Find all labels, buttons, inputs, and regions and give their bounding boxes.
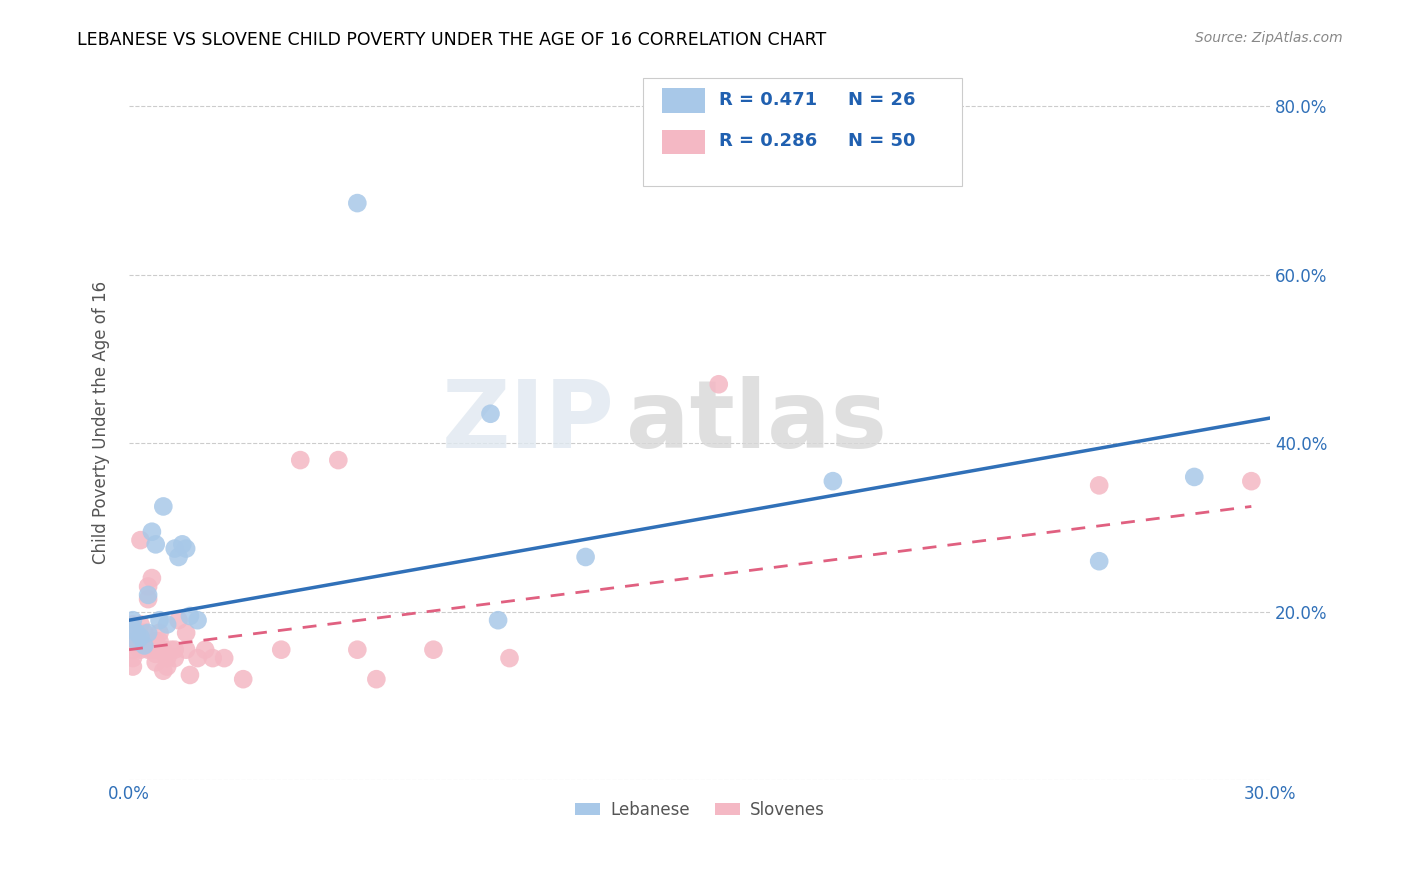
Point [194, 642, 217, 657]
Text: R = 0.286: R = 0.286 [718, 132, 817, 151]
Point [486, 613, 509, 627]
Point [122, 659, 145, 673]
FancyBboxPatch shape [643, 78, 962, 186]
Point [125, 625, 148, 640]
Point [821, 474, 844, 488]
Point [707, 377, 730, 392]
Point [290, 453, 312, 467]
Point [187, 613, 209, 627]
Text: ZIP: ZIP [441, 376, 614, 468]
Point [141, 571, 163, 585]
Y-axis label: Child Poverty Under the Age of 16: Child Poverty Under the Age of 16 [93, 281, 110, 564]
Point [145, 642, 167, 657]
Point [141, 642, 163, 657]
Point [122, 622, 145, 636]
Point [129, 533, 152, 548]
Point [136, 588, 159, 602]
Point [122, 642, 145, 657]
Point [136, 625, 159, 640]
Point [232, 672, 254, 686]
Point [134, 639, 156, 653]
Point [134, 634, 156, 648]
Point [148, 634, 170, 648]
Text: N = 50: N = 50 [848, 132, 915, 151]
Point [160, 642, 183, 657]
Point [156, 659, 179, 673]
Point [122, 617, 145, 632]
Point [172, 537, 194, 551]
Point [174, 625, 197, 640]
Point [167, 613, 190, 627]
FancyBboxPatch shape [662, 88, 706, 112]
Point [270, 642, 292, 657]
Point [1088, 554, 1111, 568]
Text: atlas: atlas [626, 376, 887, 468]
Point [163, 642, 186, 657]
Point [122, 651, 145, 665]
Point [156, 617, 179, 632]
Point [145, 656, 167, 670]
Point [201, 651, 224, 665]
Point [148, 625, 170, 640]
Text: LEBANESE VS SLOVENE CHILD POVERTY UNDER THE AGE OF 16 CORRELATION CHART: LEBANESE VS SLOVENE CHILD POVERTY UNDER … [77, 31, 827, 49]
Point [346, 196, 368, 211]
Point [187, 651, 209, 665]
Point [122, 634, 145, 648]
Point [167, 549, 190, 564]
Point [125, 625, 148, 640]
Point [1182, 470, 1205, 484]
FancyBboxPatch shape [662, 130, 706, 154]
Point [479, 407, 502, 421]
Point [125, 639, 148, 653]
Point [134, 625, 156, 640]
Point [145, 537, 167, 551]
Point [152, 642, 174, 657]
Point [136, 642, 159, 657]
Point [422, 642, 444, 657]
Point [152, 664, 174, 678]
Point [122, 613, 145, 627]
Point [129, 617, 152, 632]
Point [179, 668, 201, 682]
Point [145, 634, 167, 648]
Point [212, 651, 235, 665]
Point [152, 500, 174, 514]
Text: Source: ZipAtlas.com: Source: ZipAtlas.com [1195, 31, 1343, 45]
Point [328, 453, 350, 467]
Point [163, 541, 186, 556]
Point [174, 541, 197, 556]
Point [346, 642, 368, 657]
Point [125, 634, 148, 648]
Point [129, 630, 152, 644]
Point [1240, 474, 1263, 488]
Point [1088, 478, 1111, 492]
Point [574, 549, 596, 564]
Legend: Lebanese, Slovenes: Lebanese, Slovenes [568, 795, 831, 826]
Point [156, 651, 179, 665]
Point [136, 592, 159, 607]
Point [174, 642, 197, 657]
Point [179, 609, 201, 624]
Point [129, 642, 152, 657]
Point [366, 672, 388, 686]
Point [163, 651, 186, 665]
Point [145, 647, 167, 661]
Point [498, 651, 520, 665]
Point [122, 625, 145, 640]
Point [148, 613, 170, 627]
Text: R = 0.471: R = 0.471 [718, 91, 817, 109]
Text: N = 26: N = 26 [848, 91, 915, 109]
Point [136, 580, 159, 594]
Point [141, 524, 163, 539]
